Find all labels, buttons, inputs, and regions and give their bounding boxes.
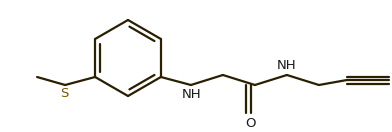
Text: NH: NH bbox=[182, 88, 202, 101]
Text: NH: NH bbox=[277, 59, 297, 72]
Text: S: S bbox=[60, 87, 68, 100]
Text: O: O bbox=[246, 117, 256, 130]
